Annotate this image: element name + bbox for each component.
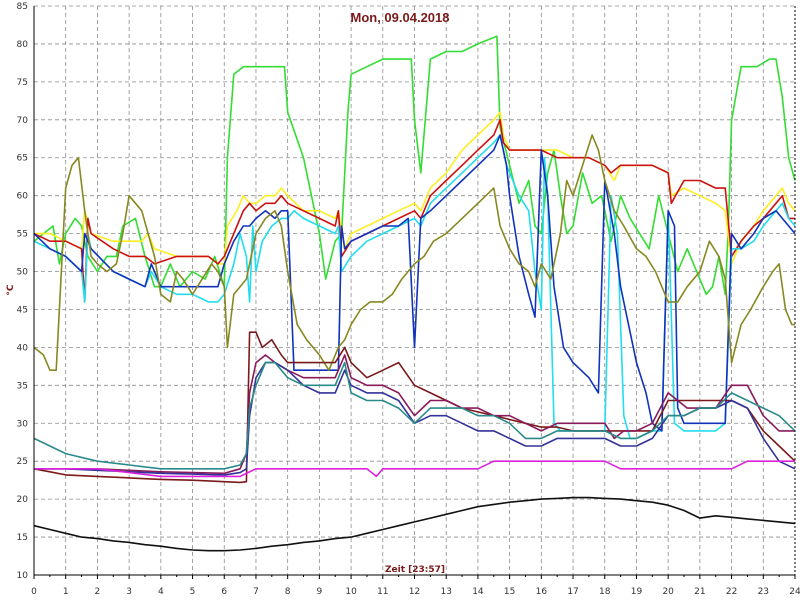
x-tick-label: 21 bbox=[694, 587, 705, 597]
x-tick-label: 11 bbox=[377, 587, 388, 597]
y-tick-label: 20 bbox=[17, 495, 29, 505]
y-tick-label: 50 bbox=[17, 268, 29, 278]
y-axis-label: °C bbox=[6, 284, 16, 296]
x-tick-label: 16 bbox=[536, 587, 548, 597]
x-tick-label: 24 bbox=[789, 587, 800, 597]
y-tick-label: 55 bbox=[17, 230, 28, 240]
x-tick-label: 0 bbox=[31, 587, 37, 597]
x-tick-label: 23 bbox=[758, 587, 769, 597]
x-tick-label: 1 bbox=[63, 587, 69, 597]
x-tick-label: 3 bbox=[126, 587, 132, 597]
x-tick-label: 18 bbox=[599, 587, 611, 597]
x-tick-label: 2 bbox=[95, 587, 101, 597]
series-line-6 bbox=[33, 134, 795, 372]
y-tick-label: 10 bbox=[17, 571, 29, 581]
y-tick-label: 85 bbox=[17, 2, 28, 12]
y-tick-label: 45 bbox=[17, 305, 28, 315]
chart-title: Mon, 09.04.2018 bbox=[351, 10, 450, 25]
x-tick-label: 8 bbox=[285, 587, 291, 597]
y-tick-label: 40 bbox=[17, 343, 29, 353]
series-line-5 bbox=[33, 134, 796, 432]
series-line-7 bbox=[33, 331, 796, 484]
x-tick-label: 22 bbox=[726, 587, 737, 597]
x-tick-label: 19 bbox=[631, 587, 643, 597]
series-line-10 bbox=[33, 361, 796, 470]
x-tick-label: 4 bbox=[158, 587, 164, 597]
y-tick-label: 80 bbox=[17, 40, 29, 50]
y-tick-label: 30 bbox=[17, 419, 29, 429]
series-group bbox=[33, 35, 796, 552]
series-line-11 bbox=[34, 460, 795, 478]
series-line-1 bbox=[33, 35, 796, 296]
y-tick-label: 15 bbox=[17, 533, 28, 543]
series-line-3 bbox=[33, 119, 795, 303]
x-tick-label: 20 bbox=[662, 587, 674, 597]
x-tick-label: 6 bbox=[221, 587, 227, 597]
x-tick-label: 10 bbox=[345, 587, 357, 597]
y-tick-label: 70 bbox=[17, 116, 29, 126]
x-tick-label: 7 bbox=[253, 587, 259, 597]
y-tick-label: 60 bbox=[17, 192, 29, 202]
x-tick-labels: 0 1 2 3 4 5 6 7 8 9 10 11 12 13 14 15 16 17 18 19 20 21 22 23 24 bbox=[31, 587, 800, 597]
y-tick-label: 35 bbox=[17, 381, 28, 391]
x-tick-label: 15 bbox=[504, 587, 515, 597]
x-tick-label: 9 bbox=[317, 587, 323, 597]
x-tick-label: 17 bbox=[567, 587, 578, 597]
y-tick-label: 65 bbox=[17, 154, 28, 164]
y-tick-label: 75 bbox=[17, 78, 28, 88]
y-tick-labels: 10 15 20 25 30 35 40 45 50 55 60 65 70 75 80 85 bbox=[17, 2, 29, 581]
axes bbox=[33, 6, 796, 579]
series-line-12 bbox=[33, 496, 796, 552]
x-tick-label: 5 bbox=[190, 587, 196, 597]
x-tick-label: 13 bbox=[440, 587, 451, 597]
x-tick-label: 12 bbox=[409, 587, 420, 597]
x-tick-label: 14 bbox=[472, 587, 484, 597]
y-tick-label: 25 bbox=[17, 457, 28, 467]
x-axis-label: Zeit [23:57] bbox=[385, 565, 445, 575]
